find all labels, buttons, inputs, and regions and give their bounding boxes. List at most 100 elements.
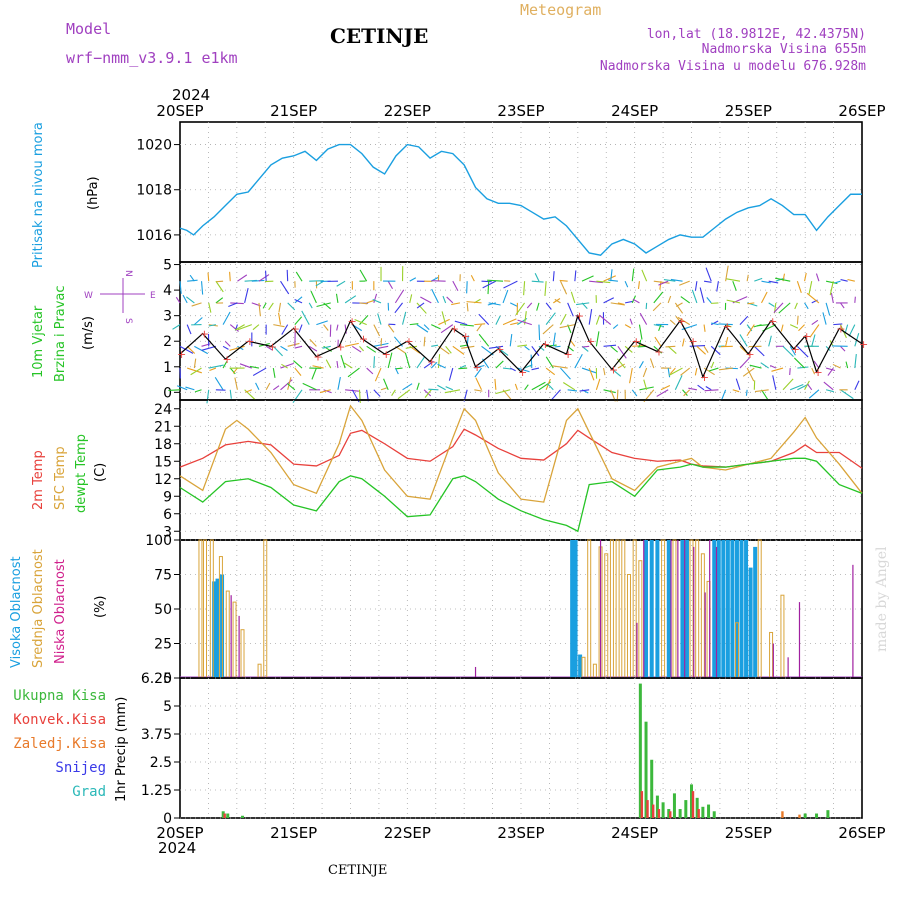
wind-vector <box>323 389 332 394</box>
wind-vector <box>495 360 504 369</box>
wind-vector <box>431 344 439 347</box>
wind-vector <box>725 265 729 282</box>
wind-vector <box>409 277 417 282</box>
total-precip-bar <box>678 809 682 818</box>
wind-vector <box>176 385 188 391</box>
wind-vector <box>659 281 662 290</box>
wind-vector <box>208 302 212 313</box>
wind-vector <box>186 324 192 335</box>
wind-vector <box>679 280 690 286</box>
wind-vector <box>215 280 224 293</box>
wind-vector <box>669 319 676 326</box>
wind-vector <box>244 389 256 401</box>
conv-precip-bar <box>697 809 700 818</box>
wind-vector <box>570 291 576 304</box>
wind-vector <box>694 281 698 291</box>
wind-unit: (m/s) <box>81 316 96 350</box>
wind-vector <box>431 324 441 330</box>
wind-vector <box>272 367 276 378</box>
wind-vector <box>663 279 676 282</box>
wind-vector <box>517 344 528 347</box>
high-cloud-bar <box>649 540 654 678</box>
wind-vector <box>554 298 561 304</box>
wind-marker: + <box>586 335 595 348</box>
wind-vector <box>589 280 603 284</box>
mid-cloud-bar <box>609 539 614 679</box>
wind-vector <box>445 386 454 391</box>
wind-vector <box>665 345 676 348</box>
cloud-ytick-label: 0 <box>163 671 172 687</box>
wind-vector <box>782 378 794 391</box>
wind-vector <box>441 311 447 325</box>
wind-vector <box>780 324 784 332</box>
wind-vector <box>509 367 516 372</box>
wind-vector <box>588 367 595 381</box>
wind-vector <box>193 358 197 369</box>
wind-vector <box>237 324 252 331</box>
wind-vector <box>739 315 749 325</box>
pressure-panel: 1016 1018 1020 <box>136 121 863 263</box>
wind-vector <box>576 302 590 306</box>
wind-vector <box>769 365 777 369</box>
wind-vector <box>495 389 511 395</box>
wind-vector <box>706 297 712 304</box>
wind-ytick-label: 1 <box>163 360 172 376</box>
wind-vector <box>340 354 346 369</box>
wind-vector <box>301 310 310 325</box>
total-precip-bar <box>638 683 642 818</box>
wind-vector <box>742 367 755 377</box>
wind-vector <box>808 389 820 399</box>
wind-vector <box>311 367 317 380</box>
x-tick-label-bottom: 20SEP <box>156 824 203 842</box>
wind-vector <box>745 389 748 396</box>
wind-vector <box>252 367 267 376</box>
high-cloud-bar <box>748 567 753 678</box>
wind-vector <box>206 389 210 404</box>
wind-vector <box>445 345 452 354</box>
wind-vector <box>756 324 769 327</box>
wind-vector <box>544 281 547 296</box>
meteogram-label: Meteogram <box>520 1 601 19</box>
wind-vector <box>458 367 468 370</box>
wind-vector <box>336 324 339 331</box>
total-precip-bar <box>815 813 819 818</box>
wind-vector <box>281 363 288 369</box>
wind-vector <box>265 270 267 282</box>
wind-vector <box>608 279 618 282</box>
wind-marker: + <box>632 335 641 348</box>
cloud-ytick-label: 100 <box>145 533 172 549</box>
high-cloud-bar <box>655 540 660 678</box>
wind-vector <box>656 389 669 397</box>
wind-vector <box>739 334 748 347</box>
temp-ytick-label: 18 <box>154 437 172 453</box>
wind-vector <box>726 278 741 282</box>
wind-vector <box>804 380 810 391</box>
wind-vector <box>582 345 590 348</box>
wind-vector <box>323 324 329 331</box>
wind-vector <box>683 389 691 397</box>
wind-vector <box>470 275 475 282</box>
wind-vector <box>749 364 762 369</box>
wind-vector <box>509 334 513 347</box>
temp-ytick-label: 12 <box>154 472 172 488</box>
wind-vector <box>760 362 769 369</box>
wind-vector <box>854 353 857 369</box>
wind-vector <box>423 360 434 369</box>
conv-precip-bar <box>223 813 226 818</box>
wind-vector <box>474 364 485 369</box>
compass-cross-icon <box>100 278 145 313</box>
wind-vector <box>542 324 554 335</box>
wind-vector <box>815 273 820 282</box>
wind-vector <box>347 367 360 378</box>
wind-vector <box>423 324 430 331</box>
wind-vector <box>273 324 285 328</box>
low-cloud-bar <box>772 643 774 678</box>
low-cloud-bar <box>704 592 706 678</box>
high-cloud-bar <box>739 540 744 678</box>
wind-vector <box>252 324 260 331</box>
conv-precip-bar <box>640 791 644 818</box>
wind-vector <box>308 302 313 309</box>
coords-label: lon,lat (18.9812E, 42.4375N) <box>647 27 866 42</box>
wind-vector <box>278 312 282 325</box>
model-elevation-label: Nadmorska Visina u modelu 676.928m <box>600 59 866 74</box>
